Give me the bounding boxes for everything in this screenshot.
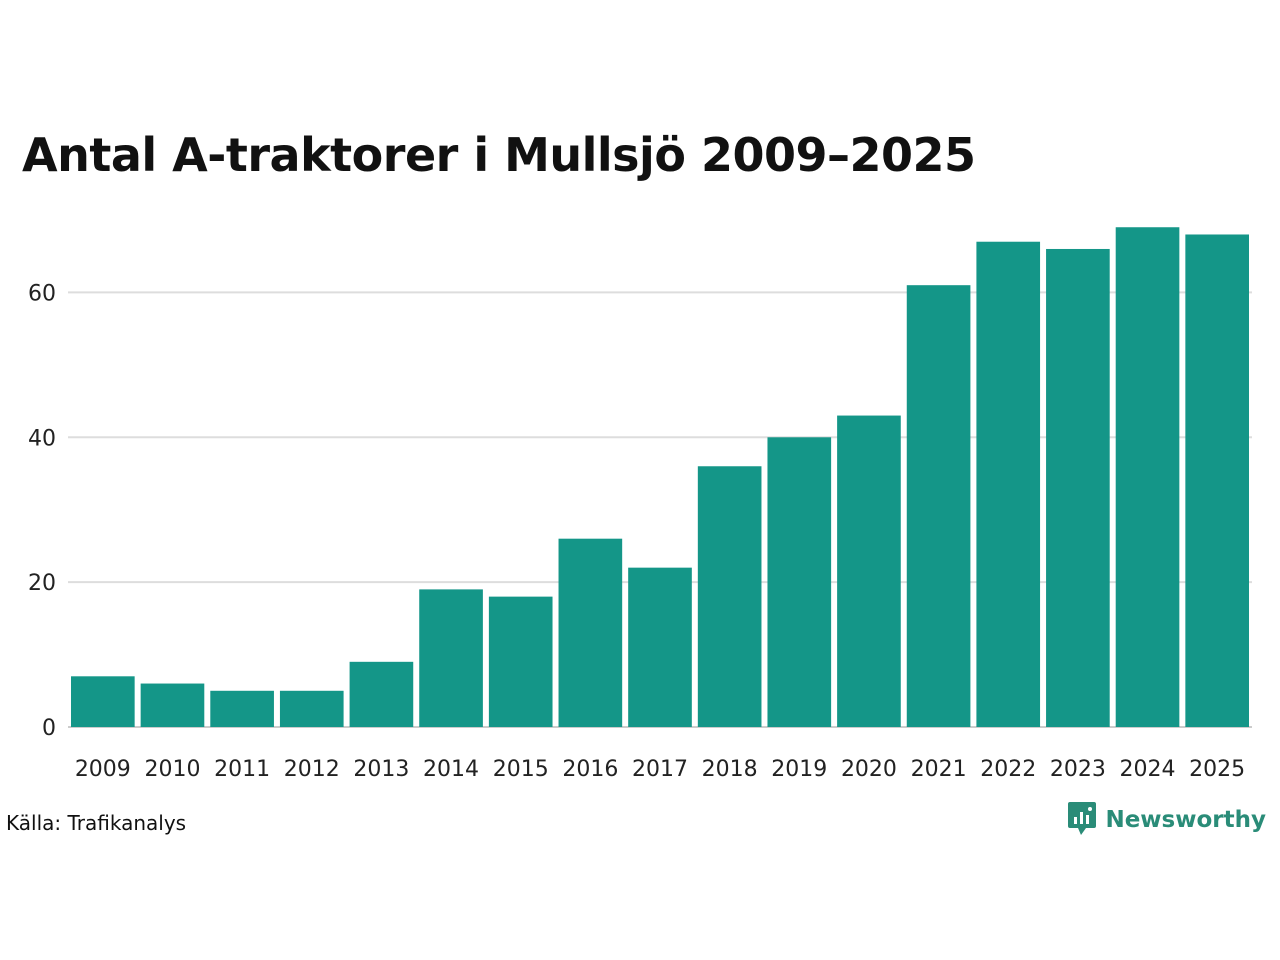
bar-2017: [628, 567, 692, 727]
bar-2009: [71, 676, 135, 727]
bar-chart: 0 20 40 60 2009 2010 2011 2012 2013 2014 2015 2016 2…: [28, 227, 1252, 782]
bar-2010: [140, 683, 205, 727]
bar-2011: [210, 690, 274, 727]
bar-2019: [767, 437, 832, 727]
chart-title: Antal A-traktorer i Mullsjö 2009–2025: [22, 128, 976, 182]
y-tick-label-1: 20: [28, 571, 56, 596]
x-tick-label-2018: 2018: [702, 757, 758, 782]
bar-2014: [419, 589, 483, 727]
x-tick-label-2014: 2014: [423, 757, 479, 782]
bar-2013: [349, 661, 414, 727]
x-tick-label-2011: 2011: [214, 757, 270, 782]
bar-2024: [1115, 227, 1180, 727]
bar-2022: [976, 241, 1041, 727]
bar-2025: [1185, 234, 1249, 727]
bar-2012: [279, 690, 344, 727]
y-tick-label-0: 0: [42, 716, 56, 741]
y-tick-label-3: 60: [28, 281, 56, 306]
bar-2016: [558, 538, 623, 727]
x-tick-label-2022: 2022: [980, 757, 1036, 782]
bar-layer: [71, 227, 1249, 727]
bar-2023: [1046, 248, 1110, 727]
x-tick-label-2020: 2020: [841, 757, 897, 782]
x-tick-label-2024: 2024: [1120, 757, 1176, 782]
x-tick-label-2015: 2015: [493, 757, 549, 782]
bar-2018: [697, 466, 762, 727]
x-tick-label-2025: 2025: [1189, 757, 1245, 782]
x-tick-label-2010: 2010: [144, 757, 200, 782]
source-note: Källa: Trafikanalys: [6, 811, 187, 835]
x-tick-label-2013: 2013: [353, 757, 409, 782]
x-tick-label-2009: 2009: [75, 757, 131, 782]
bar-2021: [906, 285, 971, 727]
label-layer: 0 20 40 60 2009 2010 2011 2012 2013 2014 2015 2016 2…: [28, 281, 1245, 782]
brand-logo: Newsworthy: [1067, 800, 1266, 840]
x-tick-label-2017: 2017: [632, 757, 688, 782]
x-tick-label-2019: 2019: [771, 757, 827, 782]
bar-2015: [488, 596, 553, 727]
y-tick-label-2: 40: [28, 426, 56, 451]
x-tick-label-2016: 2016: [562, 757, 618, 782]
x-tick-label-2021: 2021: [911, 757, 967, 782]
bar-chart-speech-bubble-icon: [1067, 800, 1097, 840]
x-tick-label-2012: 2012: [284, 757, 340, 782]
x-tick-label-2023: 2023: [1050, 757, 1106, 782]
bar-2020: [837, 415, 901, 727]
brand-name: Newsworthy: [1105, 807, 1266, 833]
